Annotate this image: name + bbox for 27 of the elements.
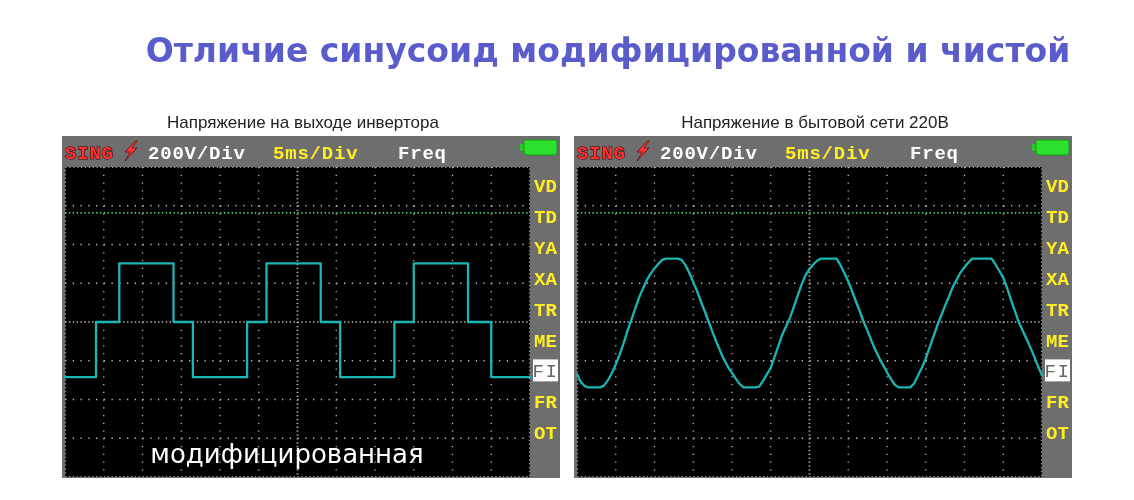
chart-subtitle: Напряжение в бытовой сети 220В — [681, 113, 949, 132]
y-axis-title: 200V/Div — [660, 143, 758, 165]
text: SING — [65, 143, 114, 165]
text: OT — [1046, 423, 1069, 446]
text: ME — [1046, 330, 1069, 353]
chart-subtitle: Напряжение на выходе инвертора — [167, 113, 440, 132]
text: FR — [534, 392, 558, 415]
text: VD — [534, 176, 557, 198]
text: TR — [1046, 299, 1070, 322]
y-axis-title: 200V/Div — [148, 143, 246, 165]
text: ME — [534, 330, 557, 353]
text: VD — [1046, 176, 1069, 198]
x-axis-title: 5ms/Div — [273, 143, 359, 165]
text: Отличие синусоид модифицированной и чистой — [145, 31, 1071, 70]
text: YA — [1046, 237, 1070, 260]
text: XA — [534, 268, 558, 291]
text: Freq — [398, 143, 447, 165]
text: FR — [1046, 392, 1070, 415]
text: TR — [534, 299, 558, 322]
text: TD — [534, 206, 557, 229]
text: YA — [534, 237, 558, 260]
x-axis-title: 5ms/Div — [785, 143, 871, 165]
text: SING — [577, 143, 626, 165]
text: XA — [1046, 268, 1070, 291]
text: OT — [534, 423, 557, 446]
text: TD — [1046, 206, 1069, 229]
text: Freq — [910, 143, 959, 165]
